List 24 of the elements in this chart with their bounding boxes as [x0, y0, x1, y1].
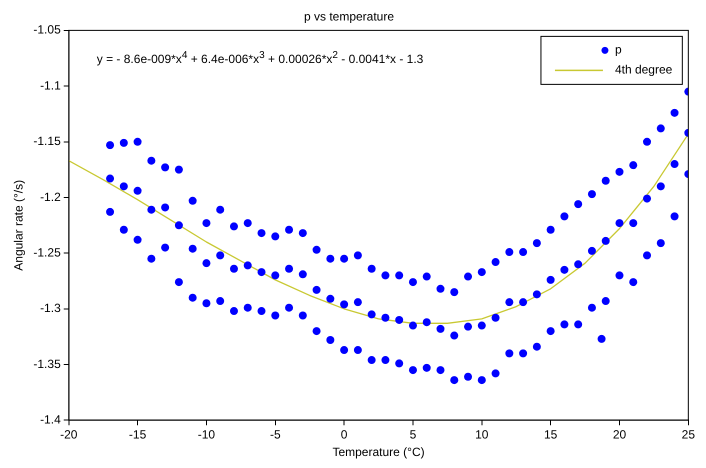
y-tick-label: -1.3	[40, 301, 62, 316]
x-tick-label: 5	[410, 428, 417, 442]
x-tick-label: 10	[475, 428, 489, 442]
x-tick-label: -10	[198, 428, 216, 442]
y-tick-label: -1.1	[40, 78, 62, 92]
x-tick-label: 20	[612, 428, 626, 442]
y-tick-label: -1.25	[33, 245, 62, 260]
x-tick-label: -20	[60, 428, 78, 442]
y-tick-label: -1.4	[40, 412, 62, 427]
y-tick-label: -1.35	[33, 356, 62, 371]
x-tick-label: 25	[682, 428, 696, 442]
x-tick-label: 0	[340, 428, 348, 442]
y-tick-label: -1.2	[40, 190, 62, 204]
x-tick-label: -15	[128, 428, 147, 442]
y-tick-label: -1.15	[33, 134, 62, 148]
annotation: y = - 8.6e-009*x$^{4}$ + 6.4e-006*x$^{3}$ + 0.00026*x$^{2}$ - 0.0041*x - 1.3	[96, 50, 424, 66]
y-tick-label: -1.05	[33, 22, 62, 37]
x-tick-label: -5	[270, 428, 281, 442]
x-tick-label: 15	[544, 428, 558, 442]
x-axis-title: Temperature (°C)	[332, 445, 425, 460]
chart-title: p vs temperature	[304, 10, 394, 24]
legend-label: p	[614, 42, 622, 57]
legend-label: 4th degree	[614, 62, 673, 77]
y-axis-title: Angular rate (°/s)	[12, 180, 26, 271]
